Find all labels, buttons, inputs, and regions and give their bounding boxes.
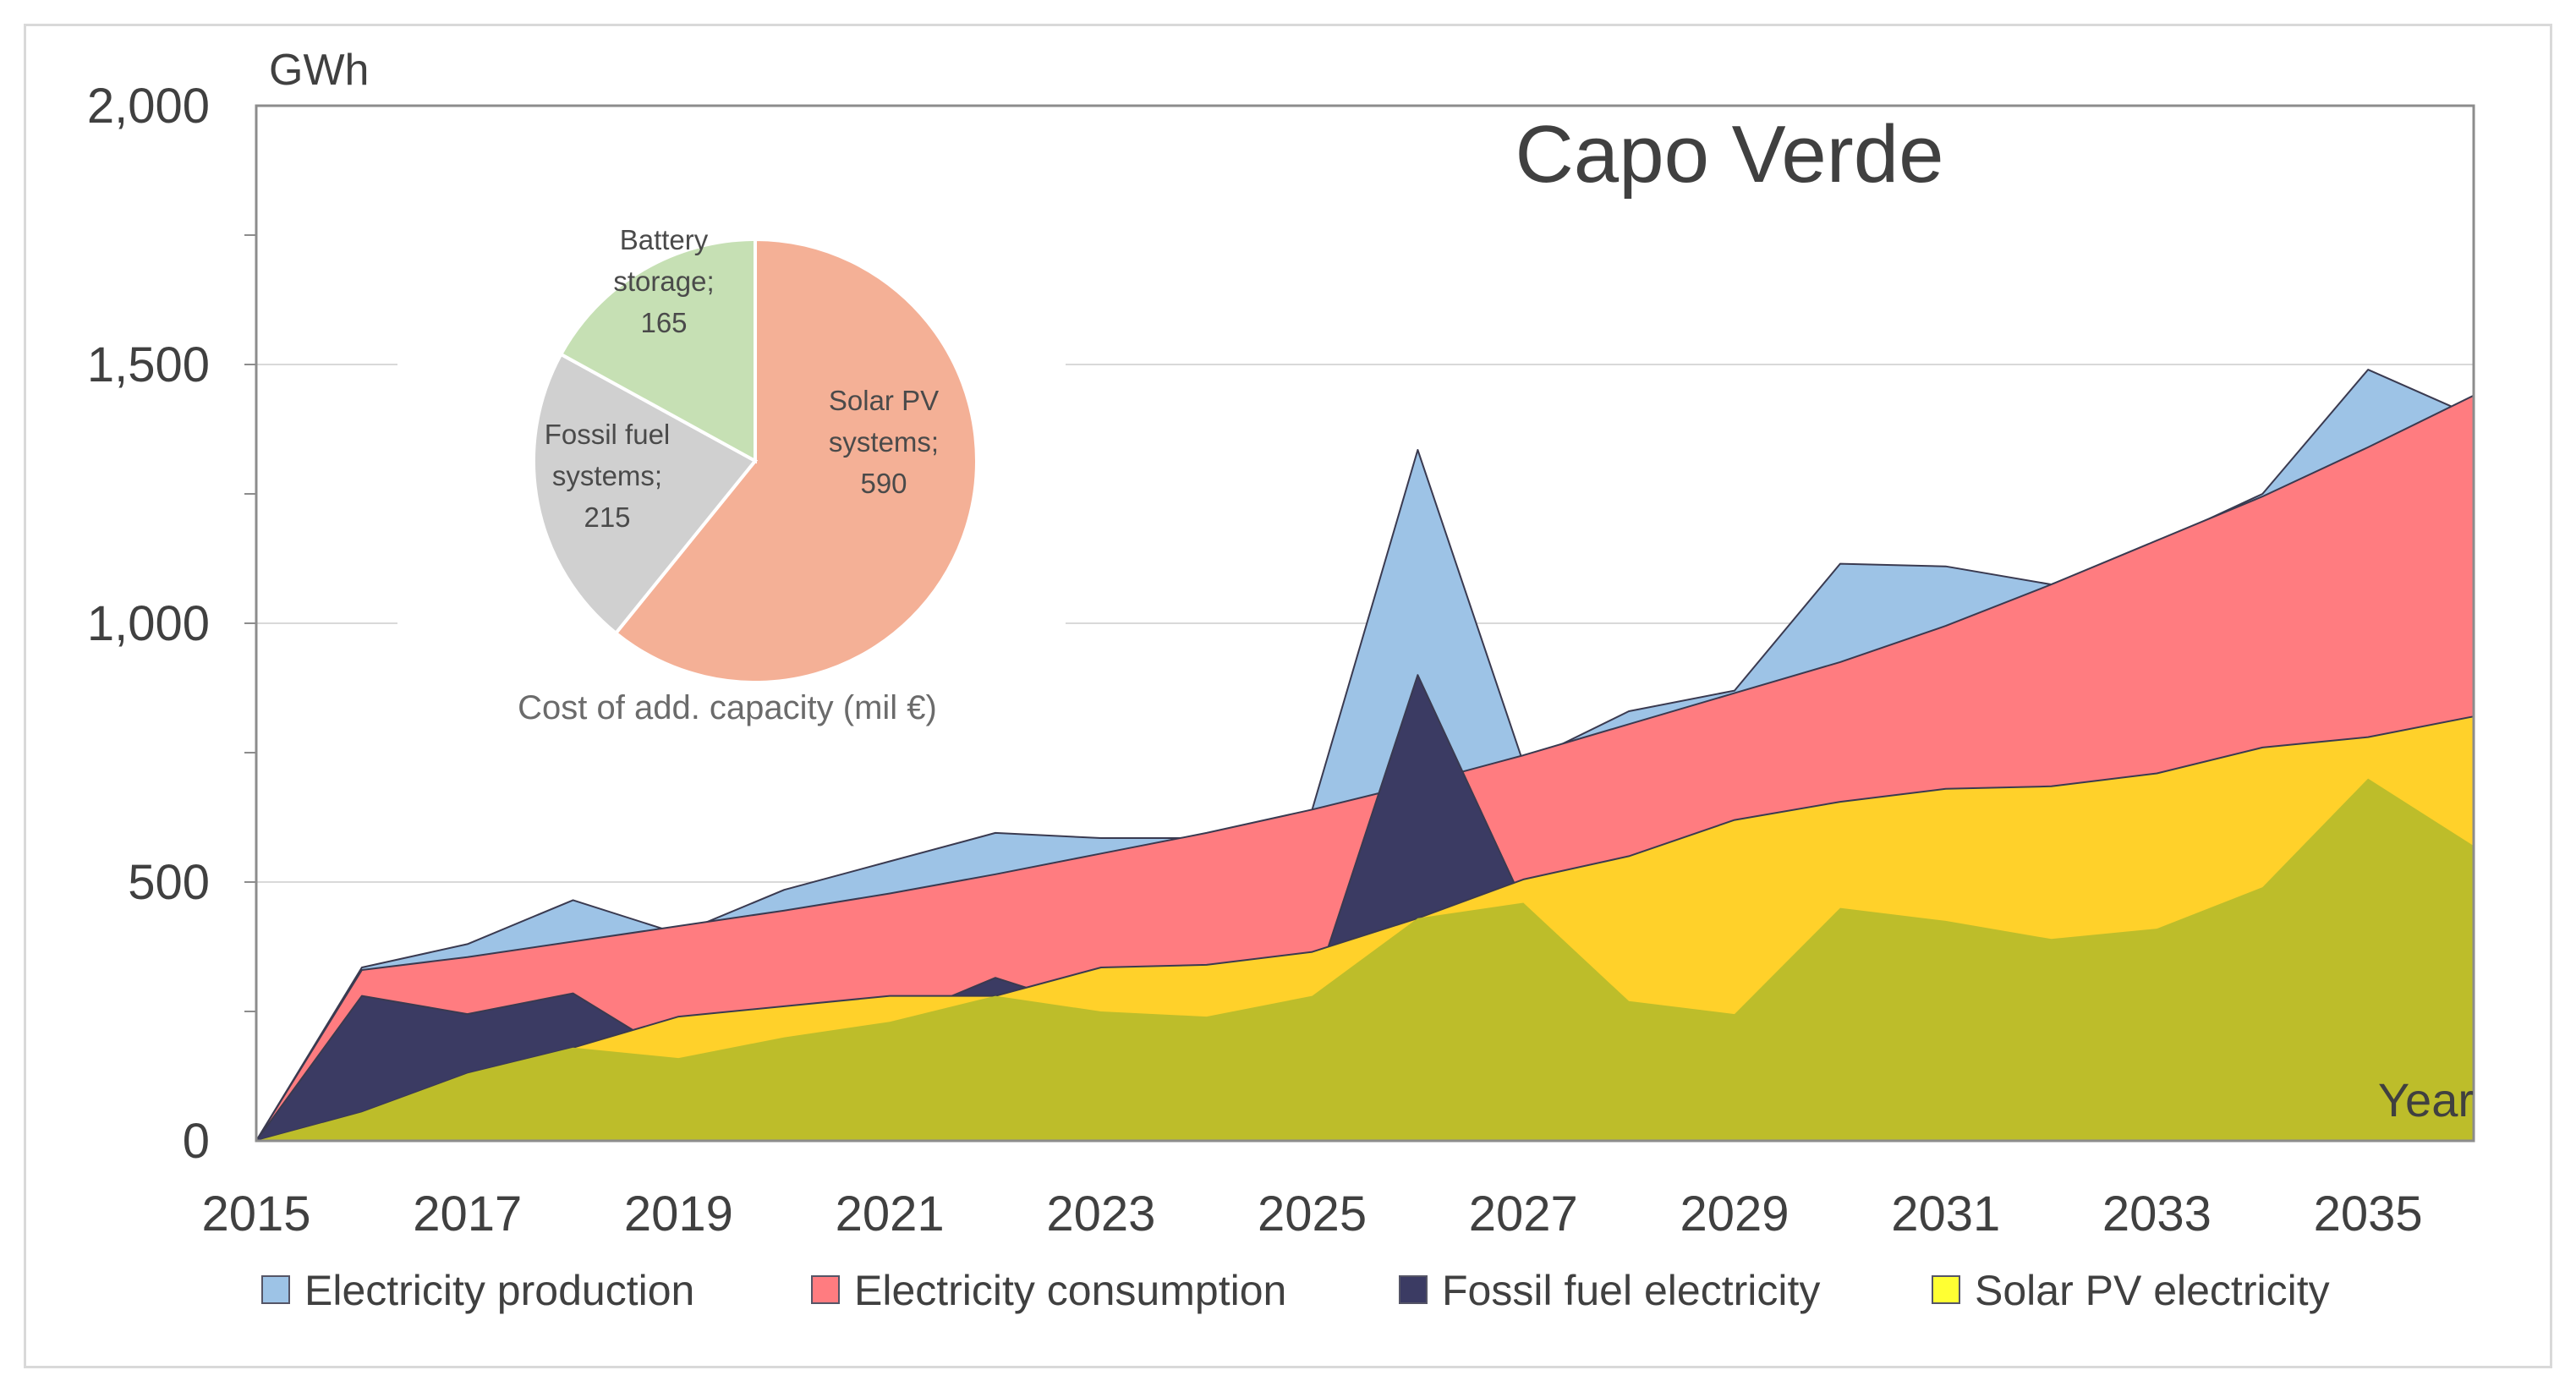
- legend-label-production: Electricity production: [304, 1267, 694, 1314]
- x-tick-label: 2021: [836, 1186, 945, 1241]
- chart-title: Capo Verde: [1515, 109, 1943, 200]
- x-tick-label: 2033: [2102, 1186, 2212, 1241]
- x-axis-ticks: 2015 2017 2019 2021 2023 2025 2027 2029 2031 2033…: [201, 1186, 2422, 1241]
- y-axis-label: GWh: [269, 46, 369, 95]
- x-tick-label: 2029: [1680, 1186, 1789, 1241]
- x-tick-label: 2019: [624, 1186, 733, 1241]
- legend-swatch-production: [262, 1276, 289, 1303]
- legend-label-solar: Solar PV electricity: [1975, 1267, 2330, 1314]
- y-tick-label: 500: [128, 855, 210, 910]
- x-axis-label: Year: [2378, 1073, 2474, 1126]
- legend-swatch-fossil: [1400, 1276, 1427, 1303]
- y-axis-ticks: 0 500 1,000 1,500 2,000: [87, 79, 210, 1169]
- x-tick-label: 2027: [1469, 1186, 1578, 1241]
- y-tick-label: 1,000: [87, 596, 210, 651]
- legend-swatch-consumption: [812, 1276, 839, 1303]
- x-tick-label: 2023: [1046, 1186, 1155, 1241]
- legend-label-fossil: Fossil fuel electricity: [1442, 1267, 1820, 1314]
- y-tick-label: 1,500: [87, 337, 210, 392]
- y-tick-label: 2,000: [87, 79, 210, 134]
- pie-caption: Cost of add. capacity (mil €): [518, 689, 937, 726]
- y-tick-label: 0: [183, 1114, 210, 1169]
- legend-label-consumption: Electricity consumption: [854, 1267, 1286, 1314]
- legend: Electricity production Electricity consum…: [262, 1267, 2330, 1314]
- x-tick-label: 2025: [1258, 1186, 1367, 1241]
- x-tick-label: 2035: [2314, 1186, 2423, 1241]
- x-tick-label: 2031: [1891, 1186, 2000, 1241]
- x-tick-label: 2015: [201, 1186, 310, 1241]
- legend-swatch-solar: [1932, 1276, 1959, 1303]
- x-tick-label: 2017: [413, 1186, 522, 1241]
